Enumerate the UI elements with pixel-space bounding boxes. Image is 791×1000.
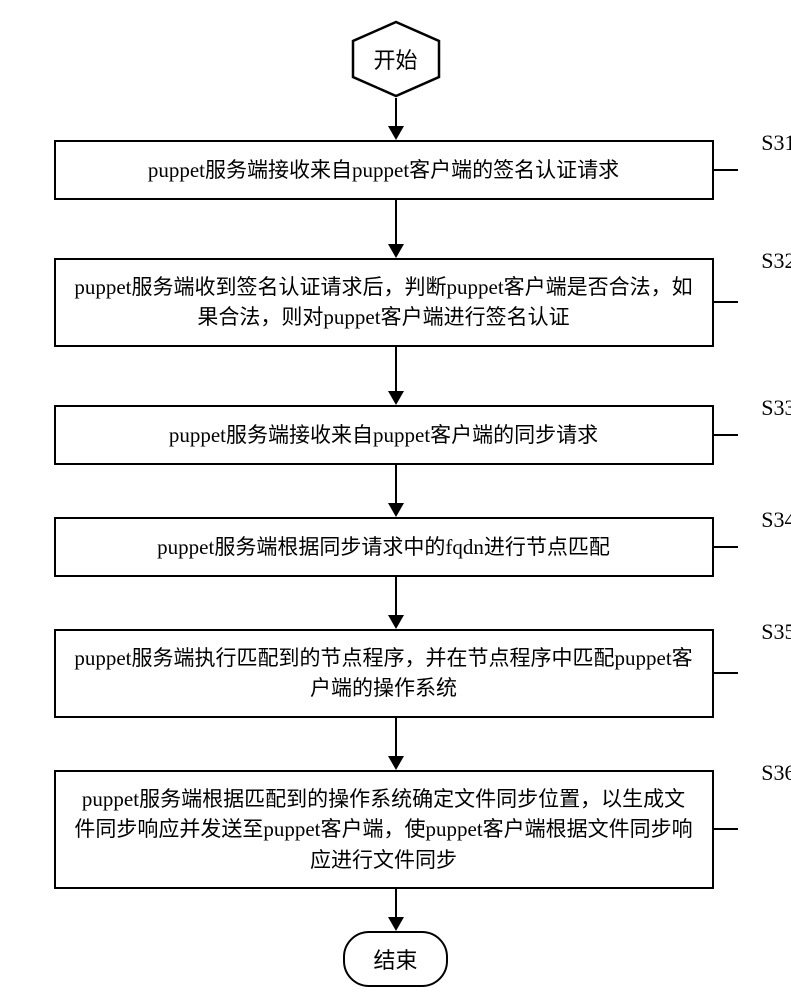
start-terminator: 开始 xyxy=(349,20,443,98)
arrow-head xyxy=(388,917,404,931)
step-row-S31: puppet服务端接收来自puppet客户端的签名认证请求S31 xyxy=(54,140,738,200)
label-connector xyxy=(714,546,738,548)
start-label: 开始 xyxy=(373,43,417,75)
step-row-S36: puppet服务端根据匹配到的操作系统确定文件同步位置，以生成文件同步响应并发送… xyxy=(54,770,738,889)
process-box-S36: puppet服务端根据匹配到的操作系统确定文件同步位置，以生成文件同步响应并发送… xyxy=(54,770,714,889)
label-connector xyxy=(714,828,738,830)
process-text: puppet服务端根据同步请求中的fqdn进行节点匹配 xyxy=(157,532,610,562)
arrow-head xyxy=(388,615,404,629)
end-terminator: 结束 xyxy=(343,931,447,987)
process-text: puppet服务端收到签名认证请求后，判断puppet客户端是否合法，如果合法，… xyxy=(74,272,694,333)
arrow-head xyxy=(388,503,404,517)
arrow-to-end xyxy=(388,889,404,931)
label-connector xyxy=(714,434,738,436)
step-row-S33: puppet服务端接收来自puppet客户端的同步请求S33 xyxy=(54,405,738,465)
arrow-shaft xyxy=(395,718,397,756)
process-box-S33: puppet服务端接收来自puppet客户端的同步请求 xyxy=(54,405,714,465)
arrow-to-S32 xyxy=(54,200,738,258)
process-box-S32: puppet服务端收到签名认证请求后，判断puppet客户端是否合法，如果合法，… xyxy=(54,258,714,347)
arrow-head xyxy=(388,244,404,258)
steps-container: puppet服务端接收来自puppet客户端的签名认证请求S31puppet服务… xyxy=(54,98,738,889)
process-box-S34: puppet服务端根据同步请求中的fqdn进行节点匹配 xyxy=(54,517,714,577)
step-row-S35: puppet服务端执行匹配到的节点程序，并在节点程序中匹配puppet客户端的操… xyxy=(54,629,738,718)
arrow-to-S33 xyxy=(54,347,738,405)
arrow-head xyxy=(388,756,404,770)
process-text: puppet服务端接收来自puppet客户端的签名认证请求 xyxy=(148,155,619,185)
step-row-S32: puppet服务端收到签名认证请求后，判断puppet客户端是否合法，如果合法，… xyxy=(54,258,738,347)
arrow-to-S36 xyxy=(54,718,738,770)
process-text: puppet服务端接收来自puppet客户端的同步请求 xyxy=(169,420,598,450)
arrow-head xyxy=(388,391,404,405)
step-row-S34: puppet服务端根据同步请求中的fqdn进行节点匹配S34 xyxy=(54,517,738,577)
label-connector xyxy=(714,672,738,674)
arrow-shaft xyxy=(395,200,397,244)
step-label-S36: S36 xyxy=(761,760,791,786)
arrow-shaft xyxy=(395,347,397,391)
step-label-S32: S32 xyxy=(761,248,791,274)
end-label: 结束 xyxy=(373,948,417,973)
step-label-S33: S33 xyxy=(761,395,791,421)
arrow-to-S31 xyxy=(54,98,738,140)
arrow-shaft xyxy=(395,889,397,917)
flowchart-container: 开始 puppet服务端接收来自puppet客户端的签名认证请求S31puppe… xyxy=(36,20,756,987)
arrow-to-S35 xyxy=(54,577,738,629)
process-box-S35: puppet服务端执行匹配到的节点程序，并在节点程序中匹配puppet客户端的操… xyxy=(54,629,714,718)
arrow-shaft xyxy=(395,577,397,615)
step-label-S34: S34 xyxy=(761,507,791,533)
process-text: puppet服务端根据匹配到的操作系统确定文件同步位置，以生成文件同步响应并发送… xyxy=(74,784,694,875)
label-connector xyxy=(714,169,738,171)
step-label-S35: S35 xyxy=(761,619,791,645)
arrow-shaft xyxy=(395,465,397,503)
step-label-S31: S31 xyxy=(761,130,791,156)
label-connector xyxy=(714,301,738,303)
process-box-S31: puppet服务端接收来自puppet客户端的签名认证请求 xyxy=(54,140,714,200)
process-text: puppet服务端执行匹配到的节点程序，并在节点程序中匹配puppet客户端的操… xyxy=(74,643,694,704)
arrow-head xyxy=(388,126,404,140)
arrow-to-S34 xyxy=(54,465,738,517)
arrow-shaft xyxy=(395,98,397,126)
